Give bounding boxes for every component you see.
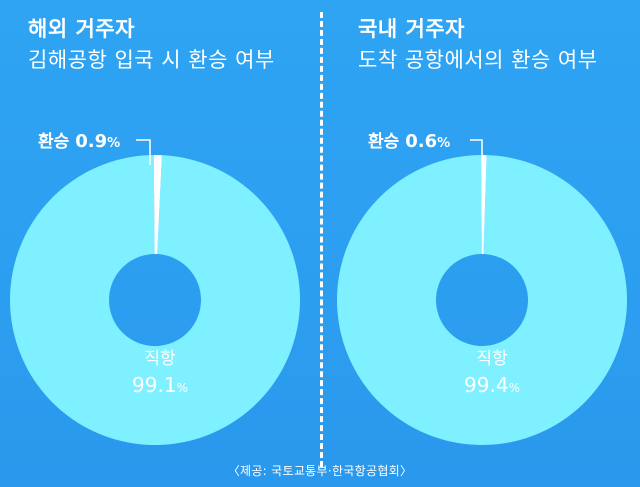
chart-title-line1: 해외 거주자	[28, 17, 135, 41]
chart-panel-overseas: 해외 거주자 김해공항 입국 시 환승 여부 환승 0.9% 직항 99.1%	[10, 14, 301, 445]
transfer-unit: %	[107, 136, 121, 151]
chart-title: 국내 거주자 도착 공항에서의 환승 여부	[358, 14, 598, 76]
transfer-unit: %	[437, 136, 451, 151]
slice-transfer	[481, 154, 487, 255]
transfer-value: 0.9	[75, 131, 108, 152]
dashed-divider	[320, 12, 323, 467]
direct-value: 99.4	[464, 373, 509, 397]
transfer-label: 환승	[38, 132, 70, 152]
callout-leader-line	[470, 139, 483, 165]
callout-leader-line	[136, 139, 151, 165]
slice-direct	[337, 155, 628, 445]
chart-title-line2: 도착 공항에서의 환승 여부	[358, 48, 598, 72]
direct-label-text: 직항	[476, 349, 508, 369]
chart-panel-domestic: 국내 거주자 도착 공항에서의 환승 여부 환승 0.6% 직항 99.4%	[322, 0, 640, 487]
direct-value: 99.1	[132, 373, 177, 397]
direct-unit: %	[176, 381, 188, 395]
transfer-callout: 환승 0.9%	[38, 127, 120, 152]
transfer-callout: 환승 0.6%	[368, 127, 450, 152]
direct-unit: %	[508, 381, 520, 395]
chart-title: 해외 거주자 김해공항 입국 시 환승 여부	[28, 14, 275, 76]
source-note: 〈제공: 국토교통부·한국항공협회〉	[227, 464, 413, 478]
slice-direct	[10, 155, 301, 445]
chart-title-line2: 김해공항 입국 시 환승 여부	[28, 48, 275, 72]
slice-transfer	[153, 155, 162, 255]
direct-label: 직항 99.4%	[442, 346, 542, 401]
donut-chart-domestic	[337, 139, 628, 445]
direct-label-text: 직항	[144, 349, 176, 369]
donut-chart-overseas	[10, 139, 301, 445]
direct-label: 직항 99.1%	[110, 346, 210, 401]
transfer-label: 환승	[368, 132, 400, 152]
transfer-value: 0.6	[405, 131, 438, 152]
chart-title-line1: 국내 거주자	[358, 17, 465, 41]
